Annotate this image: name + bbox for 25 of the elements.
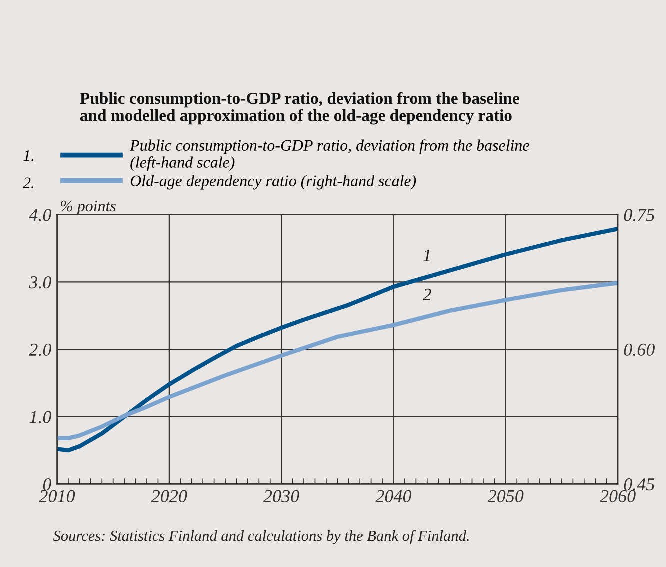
text: 2. — [23, 178, 34, 189]
y-tick-label: 3.0 — [29, 276, 52, 289]
x-tick-label: 2050 — [488, 490, 524, 502]
y2-tick-label: 0.60 — [624, 344, 655, 356]
y-axis-title: % points — [60, 200, 116, 215]
x-tick-label: 2010 — [39, 490, 76, 502]
annotation: 2 — [423, 288, 432, 300]
y-tick-label: 2.0 — [29, 344, 52, 356]
chart-title: Public consumption-to-GDP ratio, deviation from the baseline and modelled approximation of the old-age dependency ratio — [80, 92, 520, 125]
y2-tick-label: 0.75 — [624, 209, 655, 222]
x-tick-label: 2030 — [264, 490, 300, 502]
text: 1. — [24, 150, 34, 162]
line-series — [57, 226, 618, 453]
legend-label: Old-age dependency ratio (right-hand scale) — [130, 175, 416, 190]
source-note: Sources: Statistics Finland and calculations by the Bank of Finland. — [53, 530, 469, 544]
x-tick-label: 2060 — [600, 490, 636, 502]
line-series — [57, 281, 618, 441]
x-tick-label: 2020 — [151, 490, 188, 502]
y-tick-label: 4.0 — [29, 209, 52, 222]
legend-label: Public consumption-to-GDP ratio, deviation from the baseline (left-hand scale) — [130, 140, 530, 172]
y-tick-label: 1.0 — [30, 411, 52, 424]
y-tick-label: 0 — [43, 478, 52, 491]
x-tick-label: 2040 — [376, 490, 412, 502]
annotation: 1 — [424, 250, 430, 262]
y2-tick-label: 0.45 — [624, 478, 655, 491]
